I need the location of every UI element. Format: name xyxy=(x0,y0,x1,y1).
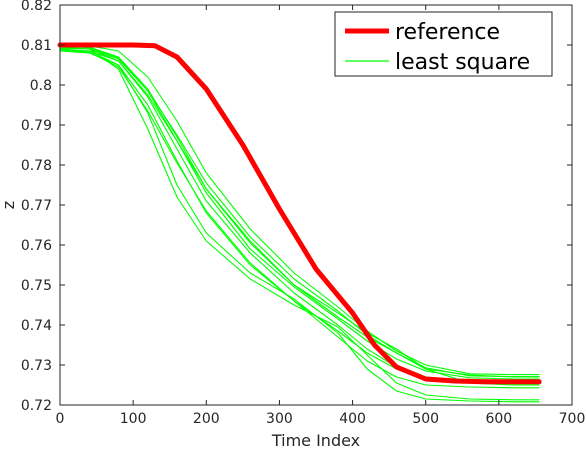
y-tick-label: 0.82 xyxy=(21,0,52,14)
y-tick-label: 0.73 xyxy=(21,358,52,374)
y-tick-label: 0.79 xyxy=(21,118,52,134)
x-tick-label: 0 xyxy=(56,411,65,427)
series-line-least-square xyxy=(59,49,540,386)
x-tick-label: 700 xyxy=(559,411,586,427)
series-line-least-square xyxy=(59,45,540,378)
tick-label-layer: 0 100 200 300 400 500 600 700 0.72 0.73 0.74 0.75 0.… xyxy=(21,0,586,427)
y-tick-label: 0.77 xyxy=(21,198,52,214)
x-axis-title: Time Index xyxy=(271,431,360,450)
y-tick-label: 0.75 xyxy=(21,278,52,294)
series-line-least-square xyxy=(59,46,540,401)
series-layer xyxy=(57,42,542,403)
legend: reference least square xyxy=(334,11,553,77)
y-tick-label: 0.81 xyxy=(21,38,52,54)
y-tick-label: 0.76 xyxy=(21,238,52,254)
y-axis-title: z xyxy=(0,201,18,209)
y-tick-label: 0.78 xyxy=(21,158,52,174)
x-tick-label: 200 xyxy=(193,411,220,427)
tick-layer xyxy=(59,4,573,406)
x-tick-label: 600 xyxy=(485,411,512,427)
x-tick-label: 100 xyxy=(120,411,147,427)
y-tick-label: 0.74 xyxy=(21,318,52,334)
legend-label-least-square: least square xyxy=(395,50,530,75)
series-line-reference xyxy=(57,42,542,385)
plot-area xyxy=(57,42,542,403)
y-tick-label: 0.72 xyxy=(21,398,52,414)
x-tick-label: 300 xyxy=(266,411,293,427)
x-tick-label: 500 xyxy=(412,411,439,427)
x-tick-label: 400 xyxy=(339,411,366,427)
legend-label-reference: reference xyxy=(395,20,500,45)
legend-box xyxy=(334,11,553,77)
series-line-least-square xyxy=(59,44,540,376)
y-tick-label: 0.8 xyxy=(30,78,52,94)
